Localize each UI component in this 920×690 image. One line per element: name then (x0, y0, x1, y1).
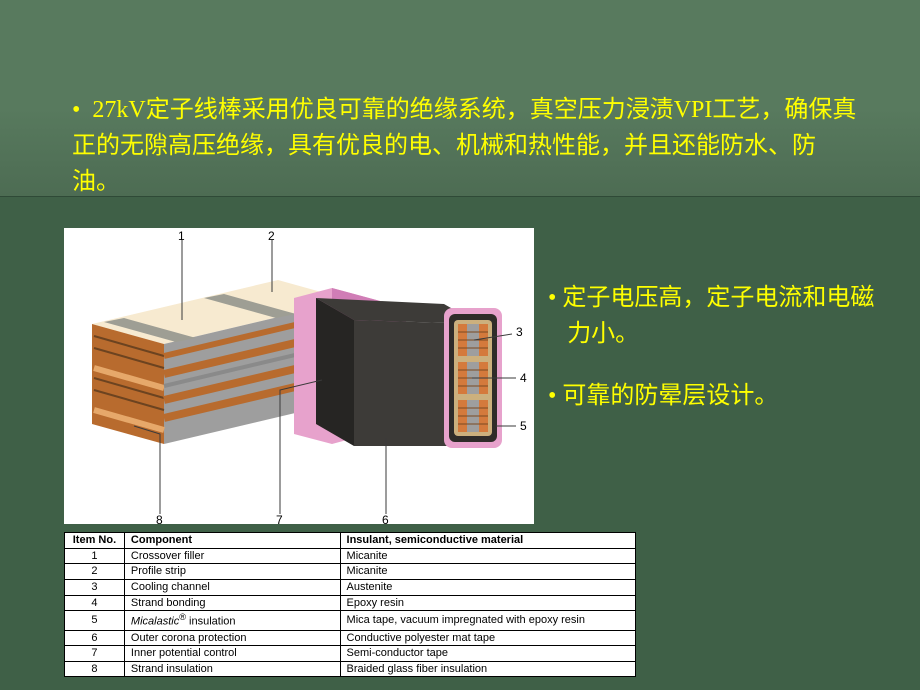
cell-item-no: 7 (65, 646, 125, 662)
cell-component: Inner potential control (124, 646, 340, 662)
intro-paragraph: • 27kV定子线棒采用优良可靠的绝缘系统，真空压力浸渍VPI工艺，确保真正的无… (72, 92, 860, 200)
cell-material: Epoxy resin (340, 595, 635, 611)
side-bullet-2: • 可靠的防晕层设计。 (548, 378, 880, 414)
table-row: 2Profile stripMicanite (65, 564, 636, 580)
cell-component: Micalastic® insulation (124, 611, 340, 630)
cell-item-no: 4 (65, 595, 125, 611)
table-row: 5Micalastic® insulationMica tape, vacuum… (65, 611, 636, 630)
cell-material: Semi-conductor tape (340, 646, 635, 662)
cell-material: Micanite (340, 564, 635, 580)
intro-text: 27kV定子线棒采用优良可靠的绝缘系统，真空压力浸渍VPI工艺，确保真正的无隙高… (72, 97, 856, 195)
side-bullets: • 定子电压高，定子电流和电磁力小。 • 可靠的防晕层设计。 (548, 280, 880, 440)
cell-item-no: 6 (65, 630, 125, 646)
table-row: 6Outer corona protectionConductive polye… (65, 630, 636, 646)
cell-component: Cooling channel (124, 579, 340, 595)
table-row: 4Strand bondingEpoxy resin (65, 595, 636, 611)
svg-text:7: 7 (276, 513, 283, 524)
cell-component: Strand insulation (124, 661, 340, 677)
cell-item-no: 2 (65, 564, 125, 580)
components-table: Item No. Component Insulant, semiconduct… (64, 532, 636, 677)
bullet-icon: • (72, 92, 86, 128)
svg-text:3: 3 (516, 325, 523, 339)
cell-item-no: 3 (65, 579, 125, 595)
table-row: 3Cooling channelAustenite (65, 579, 636, 595)
svg-text:8: 8 (156, 513, 163, 524)
table-row: 8Strand insulationBraided glass fiber in… (65, 661, 636, 677)
svg-text:4: 4 (520, 371, 527, 385)
cell-material: Conductive polyester mat tape (340, 630, 635, 646)
cell-component: Profile strip (124, 564, 340, 580)
cell-material: Mica tape, vacuum impregnated with epoxy… (340, 611, 635, 630)
svg-text:5: 5 (520, 419, 527, 433)
col-component: Component (124, 533, 340, 549)
cell-component: Outer corona protection (124, 630, 340, 646)
svg-text:1: 1 (178, 229, 185, 243)
stator-bar-diagram: 1 2 3 4 5 6 7 8 (64, 228, 534, 524)
cell-item-no: 8 (65, 661, 125, 677)
table-header-row: Item No. Component Insulant, semiconduct… (65, 533, 636, 549)
cell-component: Crossover filler (124, 548, 340, 564)
side-bullet-1: • 定子电压高，定子电流和电磁力小。 (548, 280, 880, 352)
cell-component: Strand bonding (124, 595, 340, 611)
svg-text:6: 6 (382, 513, 389, 524)
slide-content: • 27kV定子线棒采用优良可靠的绝缘系统，真空压力浸渍VPI工艺，确保真正的无… (0, 0, 920, 690)
cell-material: Austenite (340, 579, 635, 595)
col-item-no: Item No. (65, 533, 125, 549)
cell-item-no: 5 (65, 611, 125, 630)
svg-text:2: 2 (268, 229, 275, 243)
cell-material: Micanite (340, 548, 635, 564)
table-row: 1Crossover fillerMicanite (65, 548, 636, 564)
col-material: Insulant, semiconductive material (340, 533, 635, 549)
cell-item-no: 1 (65, 548, 125, 564)
cell-material: Braided glass fiber insulation (340, 661, 635, 677)
table-row: 7Inner potential controlSemi-conductor t… (65, 646, 636, 662)
